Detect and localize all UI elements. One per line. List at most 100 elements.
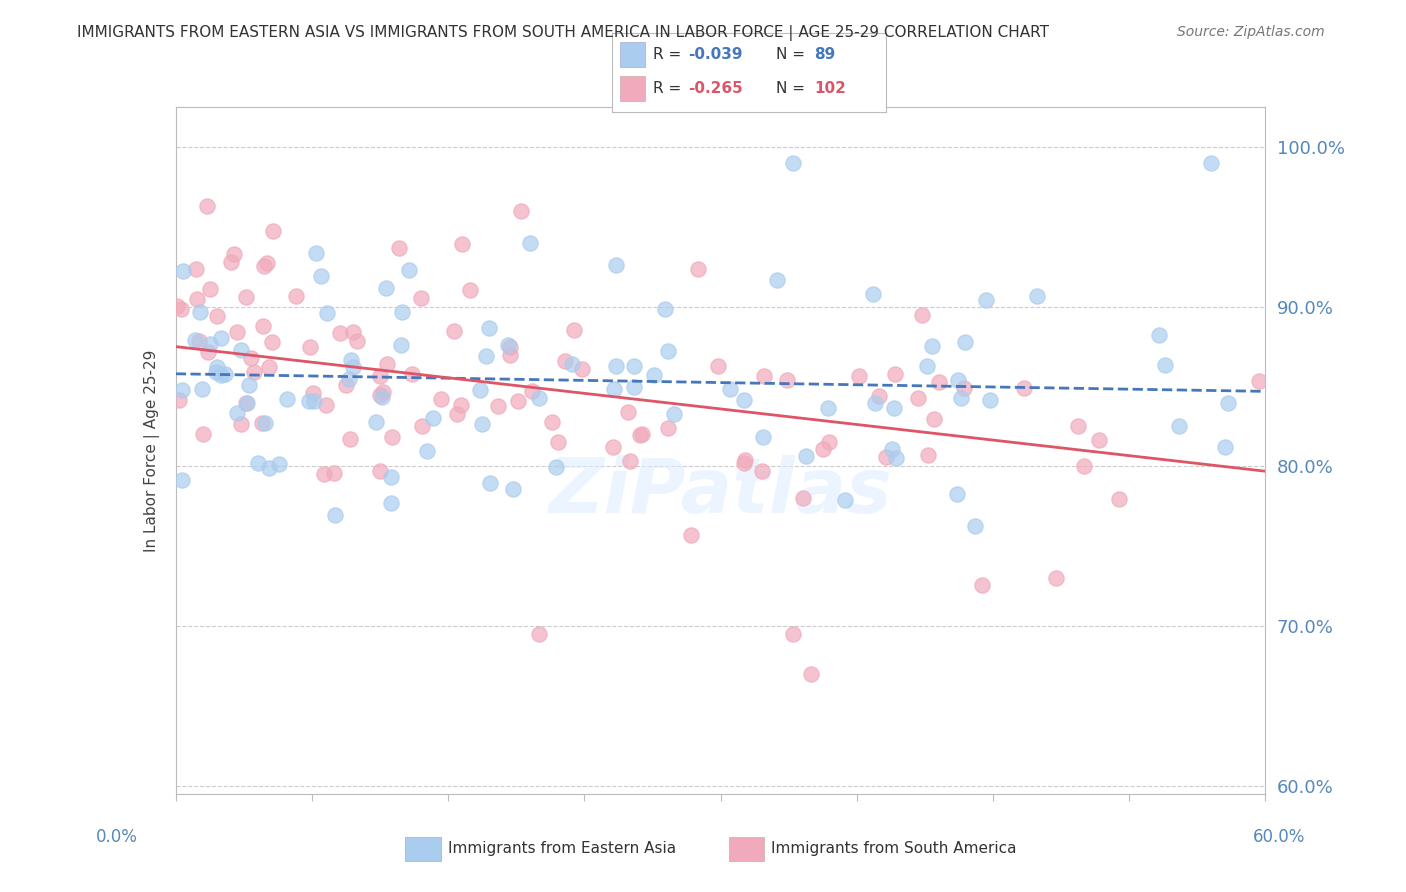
Point: [411, 419, 433, 434]
Point: [875, 450, 897, 465]
Point: [1067, 419, 1090, 434]
Text: -0.265: -0.265: [689, 81, 744, 96]
Point: [1025, 289, 1047, 303]
Point: [226, 406, 249, 420]
Point: [922, 412, 945, 426]
Point: [172, 474, 194, 488]
Point: [298, 394, 321, 409]
Point: [502, 482, 524, 496]
Point: [643, 368, 665, 383]
Point: [470, 383, 492, 397]
Point: [752, 369, 775, 384]
Text: -0.039: -0.039: [689, 46, 742, 62]
Point: [301, 385, 323, 400]
Point: [253, 416, 276, 430]
Point: [571, 362, 593, 376]
Point: [631, 427, 654, 442]
Text: Source: ZipAtlas.com: Source: ZipAtlas.com: [1177, 25, 1324, 39]
Point: [603, 382, 626, 396]
Point: [1249, 374, 1271, 388]
Point: [752, 430, 775, 444]
Point: [751, 464, 773, 478]
Point: [1012, 381, 1035, 395]
Point: [657, 344, 679, 359]
Text: N =: N =: [776, 81, 810, 96]
Point: [562, 323, 585, 337]
Point: [368, 388, 391, 402]
Text: 89: 89: [814, 46, 835, 62]
Point: [342, 326, 364, 340]
Point: [299, 340, 322, 354]
Point: [1108, 491, 1130, 506]
Point: [276, 392, 298, 406]
Point: [205, 309, 228, 323]
Point: [519, 236, 541, 251]
Point: [239, 351, 262, 366]
Point: [364, 415, 387, 429]
Point: [235, 290, 257, 304]
Point: [262, 224, 284, 238]
Point: [342, 360, 364, 375]
Text: ZiPatlas: ZiPatlas: [548, 455, 893, 529]
Point: [256, 256, 278, 270]
Point: [1218, 395, 1240, 409]
Point: [329, 326, 352, 340]
Point: [1147, 328, 1170, 343]
Point: [302, 393, 325, 408]
Point: [204, 366, 226, 380]
Point: [817, 435, 839, 450]
Point: [499, 340, 522, 354]
Point: [231, 343, 253, 358]
Point: [191, 382, 214, 396]
Point: [335, 377, 357, 392]
Text: N =: N =: [776, 46, 810, 62]
Point: [257, 461, 280, 475]
Point: [409, 291, 432, 305]
Point: [398, 263, 420, 277]
Point: [323, 508, 346, 523]
Point: [811, 442, 834, 457]
Point: [623, 380, 645, 394]
Text: 102: 102: [814, 81, 846, 96]
Point: [1167, 418, 1189, 433]
Point: [681, 527, 703, 541]
Point: [446, 408, 468, 422]
Point: [443, 324, 465, 338]
Point: [619, 454, 641, 468]
Point: [253, 260, 276, 274]
Point: [765, 273, 787, 287]
Point: [474, 349, 496, 363]
Point: [170, 383, 193, 397]
Point: [226, 326, 249, 340]
Point: [284, 289, 307, 303]
Point: [235, 395, 257, 409]
Point: [718, 382, 741, 396]
Point: [166, 299, 188, 313]
Point: [662, 407, 685, 421]
Point: [522, 384, 544, 399]
Point: [262, 334, 284, 349]
Point: [184, 262, 207, 277]
Point: [167, 392, 190, 407]
Point: [884, 450, 907, 465]
Point: [657, 421, 679, 435]
Point: [235, 396, 257, 410]
Point: [209, 331, 232, 345]
Point: [848, 368, 870, 383]
Point: [862, 287, 884, 301]
Point: [686, 261, 709, 276]
Point: [499, 347, 522, 361]
Point: [388, 241, 411, 255]
Point: [883, 401, 905, 415]
Point: [1199, 156, 1222, 170]
Point: [915, 359, 938, 373]
Point: [882, 442, 904, 456]
Point: [605, 359, 627, 374]
Point: [368, 465, 391, 479]
Point: [231, 417, 253, 432]
Point: [370, 368, 392, 383]
Point: [205, 359, 228, 374]
Y-axis label: In Labor Force | Age 25-29: In Labor Force | Age 25-29: [143, 350, 160, 551]
Point: [267, 457, 290, 471]
Point: [800, 667, 823, 681]
